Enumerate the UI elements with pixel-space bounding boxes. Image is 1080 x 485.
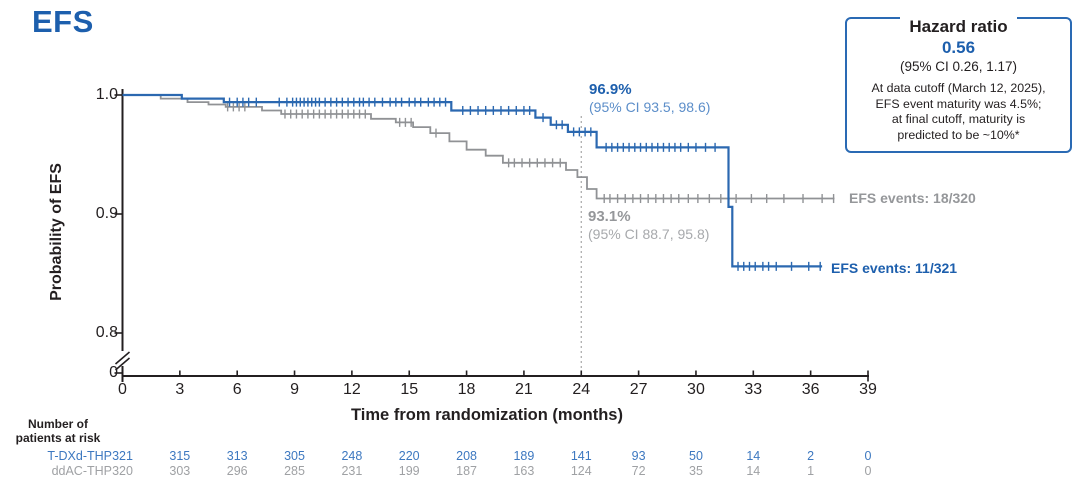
risk-count: 163 (513, 464, 535, 478)
risk-count: 305 (284, 449, 305, 463)
x-tick-label: 39 (859, 381, 877, 398)
risk-count: 124 (570, 464, 592, 478)
tdxd-events-label: EFS events: 11/321 (831, 260, 958, 276)
risk-count: 187 (456, 464, 477, 478)
risk-count: 35 (689, 464, 703, 478)
x-tick-label: 6 (232, 381, 242, 398)
x-tick-label: 15 (400, 381, 419, 398)
x-tick-label: 30 (687, 381, 705, 398)
risk-count: 1 (807, 464, 815, 478)
risk-count: 315 (169, 449, 191, 463)
risk-count: 0 (864, 449, 872, 463)
ddac-events-label: EFS events: 18/320 (849, 190, 976, 206)
y-axis-break-slash (114, 357, 131, 371)
y-tick-label: 0.8 (95, 324, 118, 341)
hazard-ratio-title: Hazard ratio (900, 17, 1017, 37)
hazard-ratio-ci: (95% CI 0.26, 1.17) (899, 59, 1018, 74)
risk-count: 2 (807, 449, 815, 463)
hazard-ratio-value: 0.56 (941, 38, 976, 57)
risk-count: 285 (284, 464, 305, 478)
risk-count: 199 (398, 464, 420, 478)
ddac-landmark-ci: (95% CI 88.7, 95.8) (588, 226, 710, 242)
risk-count: 248 (341, 449, 363, 463)
y-tick-label: 1.0 (95, 86, 118, 103)
hazard-ratio-note-line: predicted to be ~10%* (897, 127, 1020, 142)
hazard-ratio-note-line: EFS event maturity was 4.5%; (875, 96, 1042, 111)
risk-count: 72 (631, 464, 646, 478)
page-title: EFS (32, 4, 94, 39)
hazard-ratio-box: Hazard ratio 0.56 (95% CI 0.26, 1.17) At… (845, 17, 1072, 153)
tdxd-landmark-ci: (95% CI 93.5, 98.6) (589, 99, 711, 115)
risk-count: 14 (746, 464, 761, 478)
ddac-landmark-percent: 93.1% (588, 208, 631, 225)
y-tick-label: 0 (109, 364, 118, 381)
x-tick-label: 9 (290, 381, 299, 398)
x-tick-label: 12 (342, 381, 361, 398)
y-axis-break-slash (114, 351, 131, 365)
risk-count: 296 (226, 464, 248, 478)
risk-row-label-t-dxd-thp: T-DXd-THP (47, 449, 112, 463)
km-curve-ddac-thp (122, 94, 835, 200)
risk-count: 50 (689, 449, 703, 463)
km-curve-tdxd-thp (122, 93, 823, 268)
risk-count: 303 (169, 464, 191, 478)
x-tick-label: 18 (457, 381, 476, 398)
x-axis-label: Time from randomization (months) (351, 406, 623, 424)
risk-count: 321 (112, 449, 133, 463)
risk-count: 14 (746, 449, 761, 463)
risk-count: 220 (398, 449, 420, 463)
hazard-ratio-note-line: At data cutoff (March 12, 2025), (871, 81, 1046, 95)
risk-row-label-ddac-thp: ddAC-THP (51, 464, 112, 478)
hazard-ratio-note-line: at final cutoff, maturity is (891, 112, 1026, 126)
x-tick-label: 3 (175, 381, 185, 398)
risk-count: 208 (456, 449, 477, 463)
x-tick-label: 27 (629, 381, 648, 398)
risk-count: 141 (570, 449, 592, 463)
risk-count: 0 (864, 464, 872, 478)
y-axis-label: Probability of EFS (48, 163, 65, 301)
x-tick-label: 24 (572, 381, 591, 398)
x-tick-label: 21 (515, 381, 533, 398)
risk-count: 189 (513, 449, 535, 463)
risk-count: 320 (112, 464, 133, 478)
risk-count: 93 (631, 449, 646, 463)
tdxd-landmark-percent: 96.9% (589, 81, 632, 98)
y-tick-label: 0.9 (95, 205, 118, 222)
risk-table-header: Number of patients at risk (15, 417, 101, 445)
x-tick-label: 36 (801, 381, 820, 398)
x-tick-label: 0 (118, 381, 127, 398)
risk-count: 313 (226, 449, 248, 463)
risk-count: 231 (341, 464, 363, 478)
x-tick-label: 33 (744, 381, 763, 398)
